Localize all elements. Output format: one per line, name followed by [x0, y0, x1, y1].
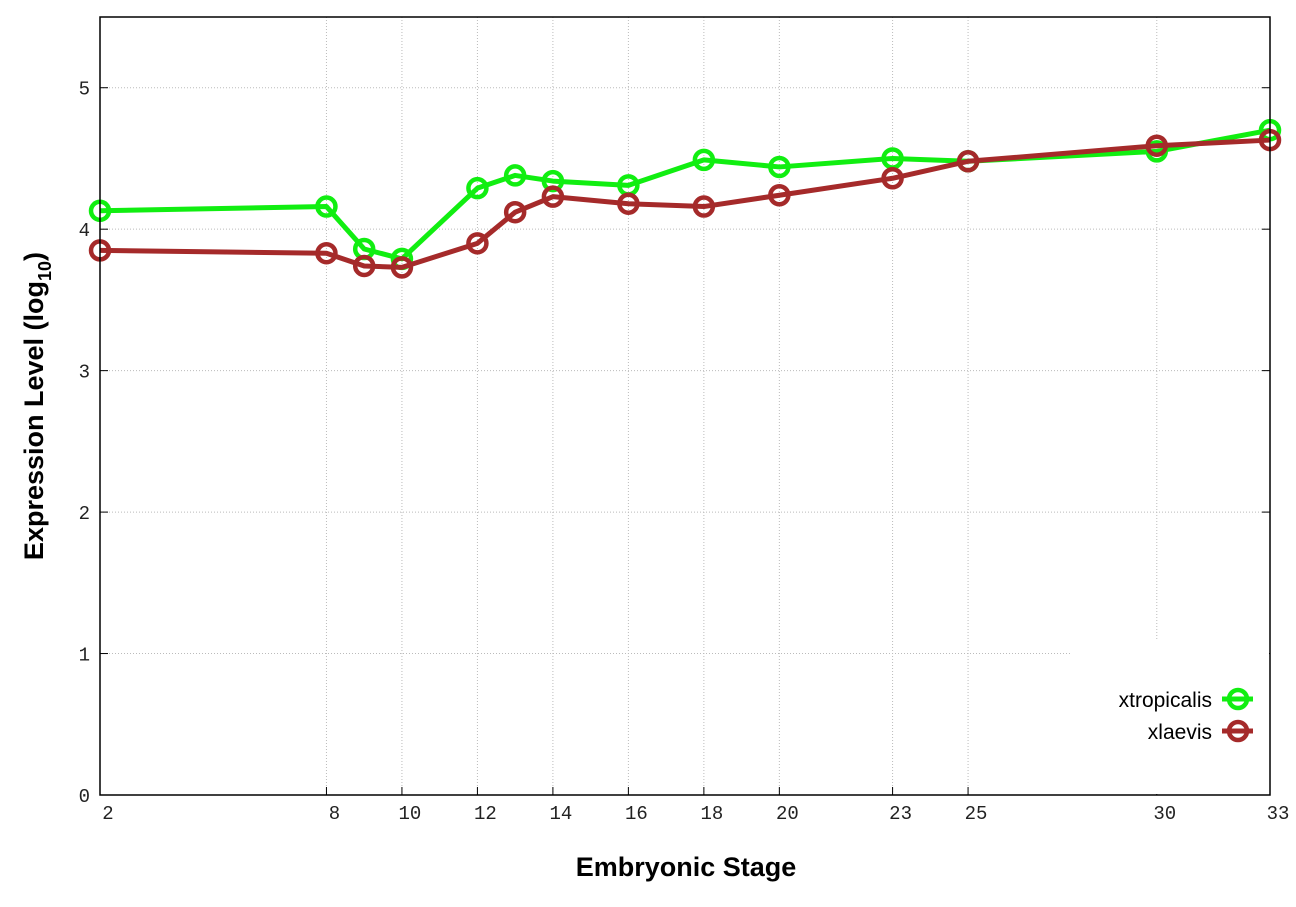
data-point	[541, 185, 565, 208]
x-axis-label: Embryonic Stage	[576, 852, 797, 882]
plot-frame	[99, 16, 1271, 796]
data-point	[692, 148, 716, 172]
x-tick-label: 10	[399, 803, 422, 825]
y-tick-label: 2	[79, 503, 90, 525]
data-point	[692, 195, 716, 218]
x-tick-label: 25	[965, 803, 988, 825]
x-tick-label: 2	[102, 803, 113, 825]
data-point	[466, 232, 489, 255]
series-layer	[88, 118, 1282, 279]
data-point	[956, 150, 980, 173]
y-tick-label: 4	[79, 220, 90, 242]
series-xtropicalis	[88, 118, 1282, 271]
series-line	[99, 137, 1271, 270]
x-tick-label: 30	[1153, 803, 1176, 825]
data-point	[503, 200, 527, 224]
legend: xtropicalis xlaevis	[1119, 687, 1253, 744]
x-tick-label: 33	[1267, 803, 1290, 825]
x-tick-label: 14	[549, 803, 572, 825]
legend-label: xtropicalis	[1119, 689, 1212, 712]
grid	[100, 17, 1270, 795]
data-point	[315, 195, 338, 218]
x-tick-label: 16	[625, 803, 648, 825]
data-point	[466, 176, 489, 200]
data-point	[352, 254, 376, 278]
x-tick-label: 12	[474, 803, 497, 825]
legend-background	[1072, 640, 1269, 794]
data-point	[503, 164, 527, 187]
x-tick-label: 18	[700, 803, 723, 825]
data-point	[541, 169, 565, 193]
y-tick-label: 5	[79, 79, 90, 101]
legend-label: xlaevis	[1148, 721, 1212, 744]
y-tick-label: 1	[79, 645, 90, 667]
data-point	[768, 155, 791, 179]
y-tick-label: 3	[79, 362, 90, 384]
y-axis-label: Expression Level (log10)	[19, 252, 55, 560]
data-point	[768, 183, 791, 207]
data-point	[315, 241, 338, 265]
data-point	[881, 167, 904, 190]
data-point	[390, 256, 414, 279]
data-point	[1145, 134, 1169, 157]
series-line	[99, 127, 1271, 262]
y-tick-label: 0	[79, 786, 90, 808]
x-tick-label: 8	[329, 803, 340, 825]
x-tick-label: 20	[776, 803, 799, 825]
data-point	[617, 192, 640, 215]
x-tick-label: 23	[889, 803, 912, 825]
